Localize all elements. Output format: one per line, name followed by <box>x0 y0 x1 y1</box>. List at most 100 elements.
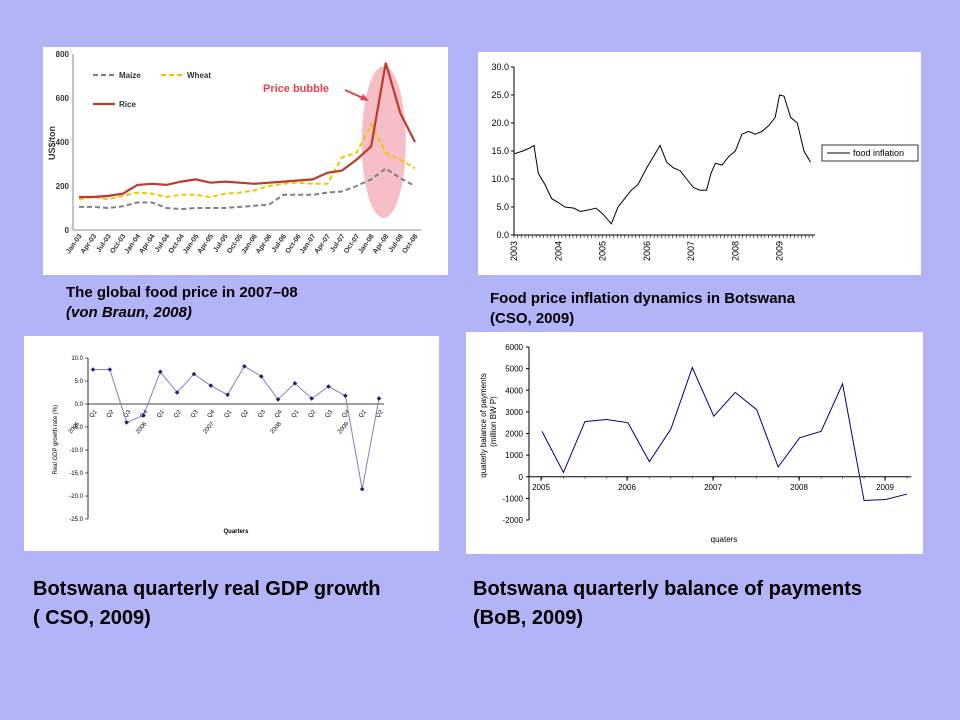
y-tick-label: 6000 <box>505 343 523 352</box>
food-price-caption: The global food price in 2007–08 (von Br… <box>66 283 298 323</box>
x-tick-label: Q3 <box>123 409 133 419</box>
data-point <box>343 393 348 399</box>
x-tick-label: 2007 <box>686 241 696 261</box>
y-tick-label: 1000 <box>505 451 523 460</box>
legend-label-wheat: Wheat <box>187 71 211 80</box>
food-inflation-chart: 0.0 5.0 10.0 15.0 20.0 25.0 30.0 2003 2004 2005 20… <box>478 52 921 275</box>
y-axis-label-line2: (million BW P) <box>489 396 498 447</box>
y-tick-label: -20.0 <box>69 494 83 500</box>
y-tick-label: 800 <box>56 50 70 59</box>
x-year-label: 2006 <box>135 421 149 436</box>
x-tick-label: Q2 <box>173 409 183 419</box>
series-line-wheat <box>78 122 416 201</box>
y-tick-label: -10.0 <box>69 448 83 454</box>
data-point <box>174 390 180 395</box>
x-tick-label: Q2 <box>375 409 385 419</box>
x-tick-label: Q4 <box>341 409 351 419</box>
gdp-caption-line2: ( CSO, 2009) <box>33 607 151 629</box>
y-tick-label: 2000 <box>505 430 523 439</box>
series-line-maize <box>79 167 416 211</box>
data-point <box>376 396 382 401</box>
y-tick-label: 200 <box>56 182 70 191</box>
inflation-caption-line1: Food price inflation dynamics in Botswan… <box>490 290 796 307</box>
x-tick-label: Q1 <box>89 409 99 419</box>
x-tick-label: 2009 <box>775 241 785 261</box>
legend-label-maize: Maize <box>119 71 141 80</box>
legend-box <box>821 144 919 162</box>
x-tick-label: Q4 <box>207 409 217 419</box>
gdp-caption: Botswana quarterly real GDP growth ( CSO… <box>33 575 381 633</box>
y-tick-label: 10.0 <box>71 356 83 362</box>
x-tick-label: Q1 <box>291 409 301 419</box>
x-tick-label: Q1 <box>224 409 234 419</box>
y-tick-label: 5.0 <box>496 202 509 212</box>
x-axis-label: quaters <box>711 535 738 544</box>
y-tick-label: 0.0 <box>496 230 509 240</box>
y-tick-label: 20.0 <box>491 118 509 128</box>
y-tick-label: 10.0 <box>491 174 509 184</box>
data-point <box>242 363 247 369</box>
x-year-label: 2008 <box>270 421 284 436</box>
y-tick-label: -1000 <box>503 494 524 503</box>
data-point <box>208 383 214 388</box>
annotation-price-bubble: Price bubble <box>263 83 329 95</box>
x-tick-label: Q3 <box>257 409 267 419</box>
y-tick-label: 600 <box>56 94 70 103</box>
x-tick-label: 2006 <box>642 241 652 261</box>
y-tick-label: 25.0 <box>491 90 509 100</box>
x-tick-label: 2008 <box>730 241 740 261</box>
x-axis-label: Quarters <box>223 529 249 535</box>
food-price-caption-line1: The global food price in 2007–08 <box>66 284 298 301</box>
gdp-growth-chart: 10.0 5.0 0.0 -5.0 -10.0 -15.0 -20.0 -25.0 Q1 Q2 Q3… <box>24 336 439 551</box>
series-line-bop <box>541 366 908 502</box>
y-tick-label: -5.0 <box>73 425 84 431</box>
x-year-label: 2007 <box>203 421 217 436</box>
x-tick-label: Q3 <box>324 409 334 419</box>
y-tick-label: -15.0 <box>69 471 83 477</box>
x-year-label: 2009 <box>337 421 351 436</box>
y-axis-label-line1: quaterly balance of payments <box>479 373 488 478</box>
gdp-growth-plot: 10.0 5.0 0.0 -5.0 -10.0 -15.0 -20.0 -25.0 Q1 Q2 Q3… <box>53 356 385 535</box>
x-tick-label: 2007 <box>704 483 722 492</box>
y-axis-label: Real GDP growth rate (%) <box>53 405 59 475</box>
food-price-caption-line2: (von Braun, 2008) <box>66 304 192 321</box>
y-tick-label: 0 <box>519 473 524 482</box>
food-inflation-plot: 0.0 5.0 10.0 15.0 20.0 25.0 30.0 2003 2004 2005 20… <box>491 62 919 261</box>
x-tick-label: Q2 <box>106 409 116 419</box>
annotation-arrowhead <box>360 94 369 101</box>
y-tick-label: 15.0 <box>491 146 509 156</box>
y-tick-label: 400 <box>56 138 70 147</box>
y-tick-label: 0 <box>65 226 70 235</box>
data-point <box>107 367 113 372</box>
y-axis-label: US$/ton <box>47 126 57 160</box>
bop-caption: Botswana quarterly balance of payments (… <box>473 575 862 633</box>
x-tick-label: 2008 <box>790 483 808 492</box>
x-tick-label: 2005 <box>598 241 608 261</box>
inflation-caption-line2: (CSO, 2009) <box>490 310 575 327</box>
data-point <box>157 369 163 375</box>
x-tick-label: 2003 <box>509 241 519 261</box>
x-tick-label: 2004 <box>553 241 563 261</box>
inflation-caption: Food price inflation dynamics in Botswan… <box>490 289 795 329</box>
x-tick-label: Oct-08 <box>401 233 419 255</box>
data-point <box>225 392 230 398</box>
data-point <box>124 420 129 425</box>
x-tick-label: Q2 <box>240 409 250 419</box>
x-tick-label: Q4 <box>274 409 284 419</box>
series-line-food-inflation <box>513 94 812 225</box>
y-tick-label: -25.0 <box>69 517 83 523</box>
data-point <box>258 374 264 379</box>
x-tick-label: Q3 <box>190 409 200 419</box>
bop-caption-line2: (BoB, 2009) <box>473 607 584 629</box>
global-food-price-plot: 0200400600800US$/tonJan-03Apr-03Jul-03Oc… <box>47 50 421 255</box>
x-tick-label: 2005 <box>532 483 550 492</box>
legend-label-food-inflation: food inflation <box>853 148 904 158</box>
series-line-gdp <box>93 365 380 490</box>
y-tick-label: 5000 <box>505 365 523 374</box>
x-tick-label: 2009 <box>876 483 894 492</box>
x-tick-label: Q1 <box>358 409 368 419</box>
y-tick-label: 0.0 <box>75 402 84 408</box>
bop-caption-line1: Botswana quarterly balance of payments <box>473 578 863 600</box>
data-point <box>359 486 365 492</box>
balance-of-payments-chart: 6000 5000 4000 3000 2000 1000 0 -1000 -2000 2005 2… <box>466 332 923 554</box>
